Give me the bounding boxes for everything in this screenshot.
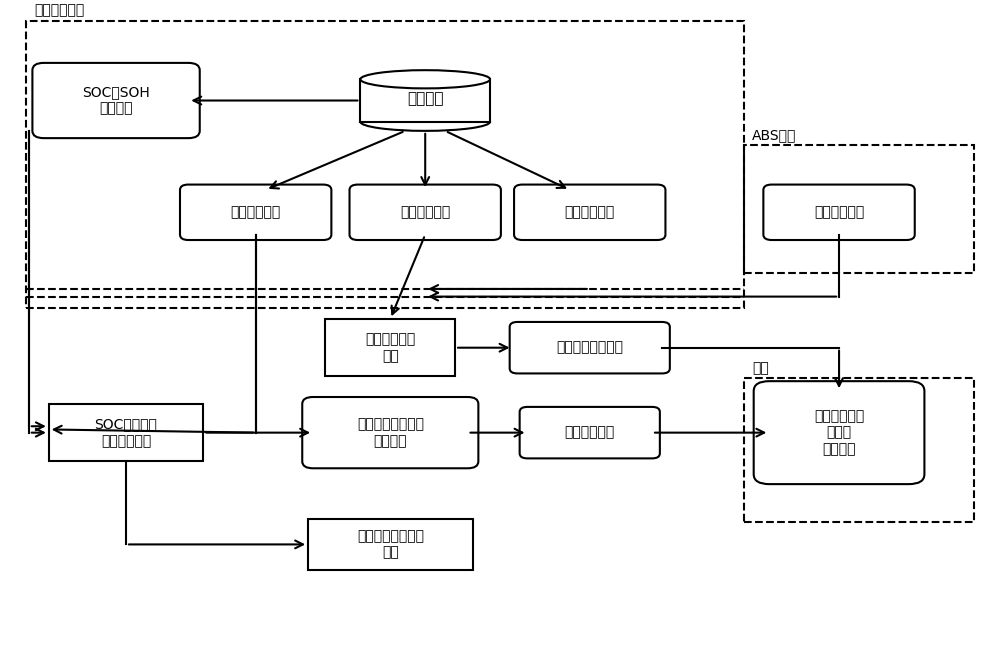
Bar [744,378,974,522]
Bar [49,404,203,461]
FancyBboxPatch shape [180,185,331,240]
Text: 温度采集单元: 温度采集单元 [231,205,281,219]
FancyBboxPatch shape [302,397,478,469]
Text: SOC查表计算
续驶里程单元: SOC查表计算 续驶里程单元 [95,417,157,448]
FancyBboxPatch shape [514,185,665,240]
Text: SOC、SOH
计算单元: SOC、SOH 计算单元 [82,86,150,115]
Text: 电池温度修正系数
计算单元: 电池温度修正系数 计算单元 [357,417,424,448]
Bar [325,319,455,376]
FancyBboxPatch shape [520,407,660,458]
Text: 高压采集单元: 高压采集单元 [565,205,615,219]
Text: 动态能耗滤波单元: 动态能耗滤波单元 [556,341,623,354]
Ellipse shape [360,70,490,88]
Text: ABS系统: ABS系统 [752,128,797,142]
Text: 动态能耗和续
驶里程
显示单元: 动态能耗和续 驶里程 显示单元 [814,410,864,456]
Ellipse shape [360,113,490,131]
Text: 续驶里程公式计算
单元: 续驶里程公式计算 单元 [357,529,424,559]
FancyBboxPatch shape [510,322,670,373]
FancyBboxPatch shape [763,185,915,240]
Text: 动力电池: 动力电池 [407,91,443,106]
Bar [308,519,473,570]
FancyBboxPatch shape [350,185,501,240]
FancyBboxPatch shape [32,63,200,138]
Text: 动态能耗计算
单元: 动态能耗计算 单元 [365,332,415,363]
Text: 数据比较单元: 数据比较单元 [565,426,615,439]
FancyBboxPatch shape [754,381,924,484]
Text: 车速采集单元: 车速采集单元 [814,205,864,219]
Bar [744,145,974,273]
Bar [26,21,744,308]
Text: 电流采集单元: 电流采集单元 [400,205,450,219]
Bar [360,79,490,122]
Text: 动力电池系统: 动力电池系统 [34,3,85,17]
Text: 仪表: 仪表 [752,361,769,375]
